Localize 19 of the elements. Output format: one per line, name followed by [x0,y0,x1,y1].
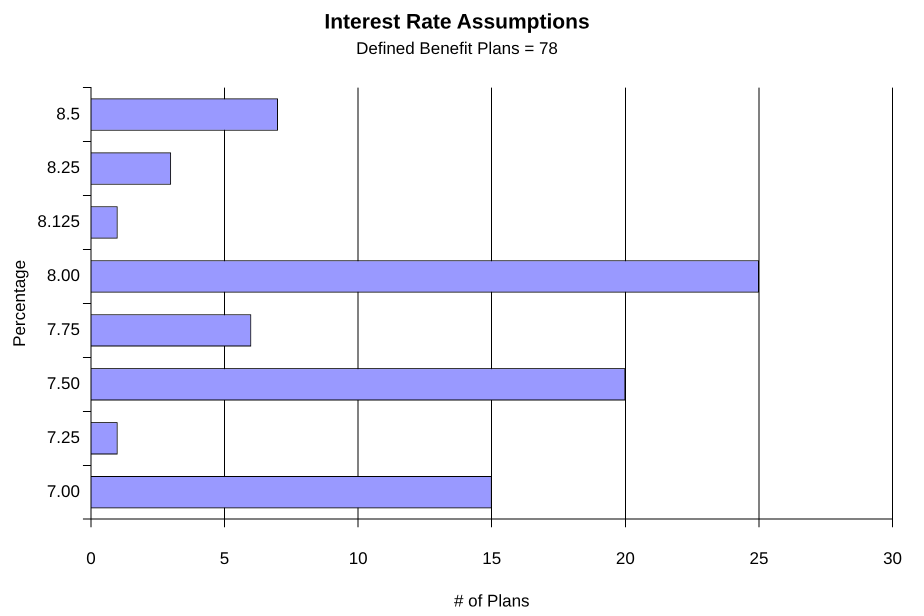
y-tick-label: 8.5 [56,104,80,124]
x-tick-label: 30 [883,549,902,568]
y-tick-label: 7.75 [46,320,80,340]
y-tick-label: 8.25 [46,158,80,178]
y-axis-title: Percentage [10,260,29,347]
y-tick-label: 7.50 [46,374,80,394]
x-axis-title: # of Plans [454,591,530,610]
y-tick-label: 7.00 [46,482,80,501]
x-tick-label: 15 [482,549,502,568]
y-tick-label: 8.00 [46,266,80,286]
x-tick-label: 25 [749,549,768,568]
chart-subtitle: Defined Benefit Plans = 78 [356,39,558,58]
x-tick-label: 10 [348,549,368,568]
x-tick-label: 5 [220,549,230,568]
x-tick-label: 20 [616,549,635,568]
y-tick-label: 7.25 [46,428,80,447]
y-tick-label: 8.125 [37,212,80,232]
x-tick-label: 0 [86,549,96,568]
chart-title: Interest Rate Assumptions [324,10,590,34]
